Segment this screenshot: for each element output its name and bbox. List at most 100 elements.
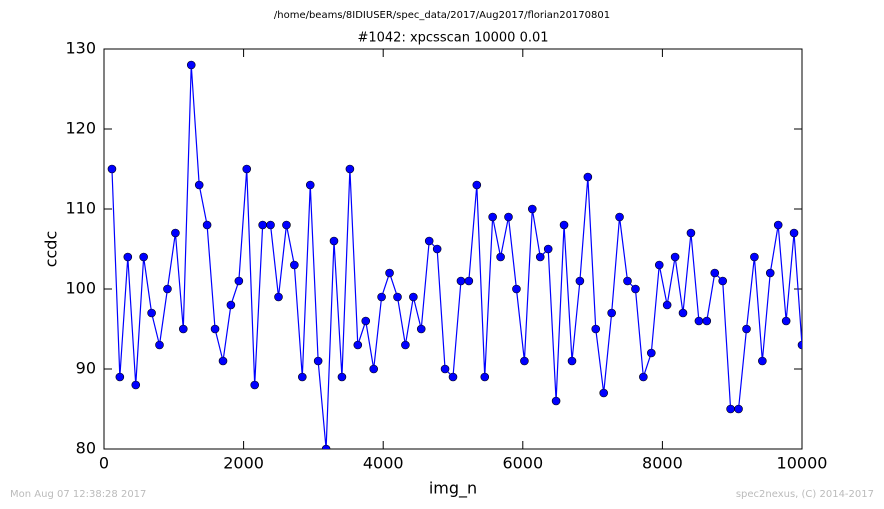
data-point: [702, 316, 712, 326]
x-tick-label: 10000: [777, 454, 828, 473]
data-point: [305, 180, 315, 190]
data-point: [186, 60, 196, 70]
data-point: [210, 324, 220, 334]
data-point: [353, 340, 363, 350]
data-point: [163, 284, 172, 294]
data-point: [242, 164, 252, 174]
data-point: [194, 180, 204, 190]
data-point: [147, 308, 156, 318]
x-tick-label: 2000: [223, 454, 264, 473]
data-point: [107, 164, 117, 174]
data-point: [321, 444, 331, 449]
data-point: [781, 316, 791, 326]
data-point: [583, 172, 593, 182]
data-point: [464, 276, 474, 286]
credit: spec2nexus, (C) 2014-2017: [736, 489, 874, 500]
data-point: [409, 292, 418, 302]
chart-title: #1042: xpcsscan 10000 0.01: [357, 31, 548, 46]
x-axis-label: img_n: [429, 479, 477, 499]
x-tick-label: 6000: [502, 454, 543, 473]
series-line: [111, 64, 802, 449]
data-point: [234, 276, 244, 286]
data-point: [131, 380, 141, 390]
data-point: [369, 364, 379, 374]
data-point: [742, 324, 751, 334]
data-point: [527, 204, 537, 214]
x-tick-label: 4000: [363, 454, 404, 473]
data-point: [115, 372, 125, 382]
x-tick-label: 8000: [642, 454, 683, 473]
y-tick-label: 110: [65, 199, 96, 218]
data-point: [488, 212, 497, 222]
data-point: [535, 252, 545, 262]
data-point: [377, 292, 386, 302]
data-point: [266, 220, 275, 230]
data-point: [385, 268, 394, 278]
data-point: [615, 212, 624, 222]
data-point: [726, 404, 735, 414]
data-point: [694, 316, 704, 326]
data-point: [448, 372, 458, 382]
y-tick-label: 120: [65, 119, 96, 138]
data-point: [496, 252, 505, 262]
data-point: [504, 212, 513, 222]
plot-frame: [103, 48, 803, 450]
data-point: [401, 340, 410, 350]
data-point: [202, 220, 212, 230]
suptitle: /home/beams/8IDIUSER/spec_data/2017/Aug2…: [274, 10, 610, 21]
data-point: [337, 372, 347, 382]
data-point: [631, 284, 640, 294]
data-point: [543, 244, 553, 254]
data-point: [789, 228, 799, 238]
data-point: [456, 276, 466, 286]
data-point: [520, 356, 529, 366]
data-point: [480, 372, 490, 382]
data-point: [639, 372, 648, 382]
data-point: [313, 356, 323, 366]
data-point: [758, 356, 767, 366]
data-point: [662, 300, 672, 310]
data-point: [250, 380, 259, 390]
data-point: [432, 244, 442, 254]
data-point: [512, 284, 521, 294]
data-point: [575, 276, 585, 286]
data-point: [178, 324, 188, 334]
data-point: [718, 276, 728, 286]
y-axis-label: ccdc: [42, 231, 61, 268]
data-point: [393, 292, 402, 302]
data-point: [734, 404, 743, 414]
data-point: [345, 164, 355, 174]
data-point: [123, 252, 133, 262]
data-point: [424, 236, 434, 246]
data-point: [155, 340, 164, 350]
timestamp: Mon Aug 07 12:38:28 2017: [10, 489, 146, 500]
data-point: [139, 252, 148, 262]
data-point: [472, 180, 482, 190]
data-point: [773, 220, 783, 230]
data-point: [416, 324, 426, 334]
data-point: [329, 236, 339, 246]
data-point: [623, 276, 632, 286]
y-tick-label: 100: [65, 279, 96, 298]
y-tick-label: 80: [76, 439, 96, 458]
data-point: [290, 260, 299, 270]
data-point: [599, 388, 608, 398]
data-point: [361, 316, 371, 326]
data-point: [765, 268, 775, 278]
x-tick-label: 0: [99, 454, 109, 473]
data-point: [678, 308, 688, 318]
data-point: [750, 252, 759, 262]
data-point: [591, 324, 601, 334]
data-point: [710, 268, 720, 278]
data-point: [607, 308, 616, 318]
data-point: [171, 228, 180, 238]
data-point: [226, 300, 236, 310]
data-point: [567, 356, 577, 366]
data-point: [686, 228, 696, 238]
data-point: [440, 364, 450, 374]
data-point: [218, 356, 228, 366]
data-point: [797, 340, 802, 350]
data-point: [282, 220, 291, 230]
y-tick-label: 90: [76, 359, 96, 378]
